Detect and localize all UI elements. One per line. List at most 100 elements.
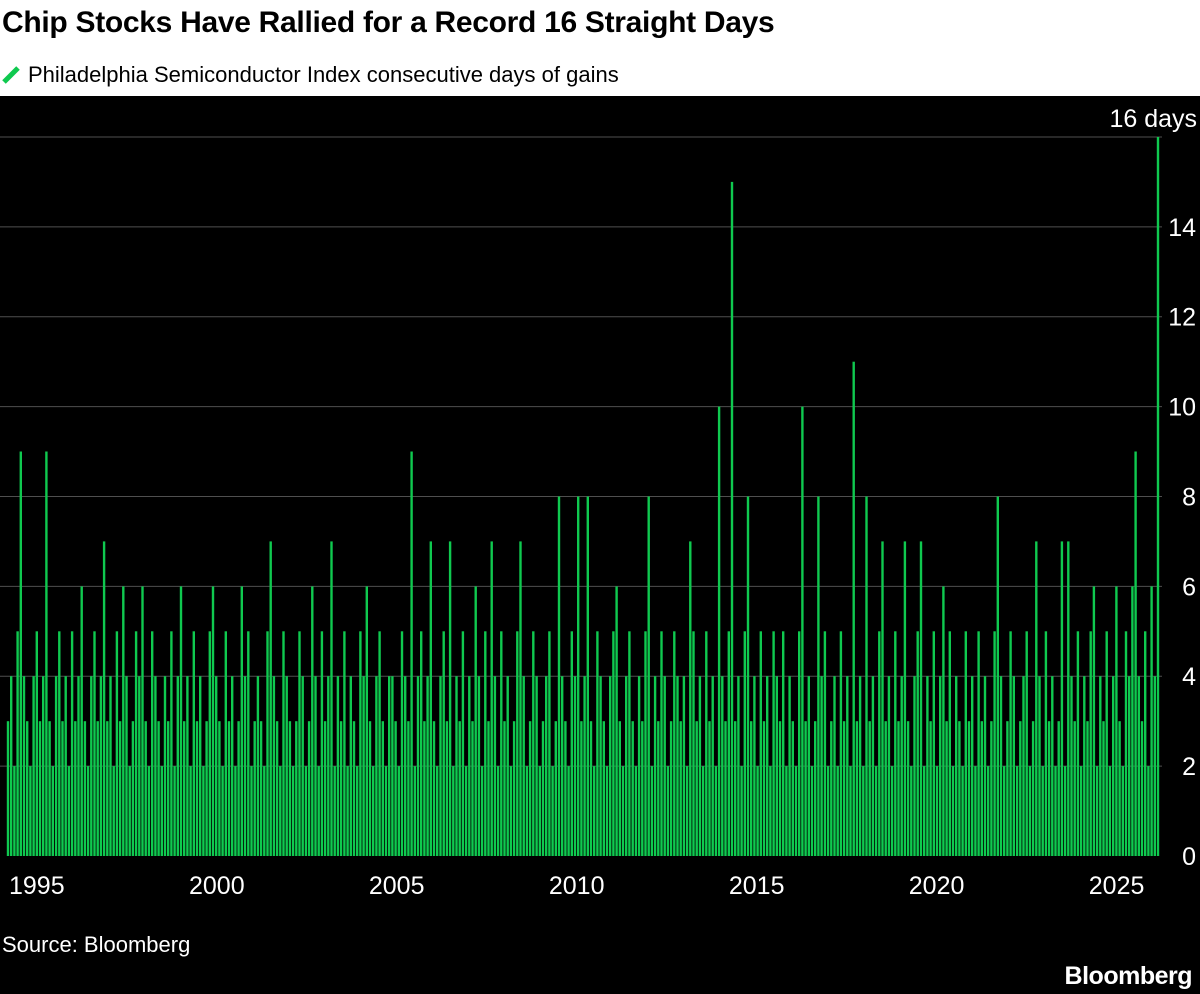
bar [1019,721,1022,856]
bar [179,586,183,856]
bar [1128,676,1131,856]
bar [612,631,615,856]
bar [423,721,426,856]
bar [439,676,442,856]
bar [477,676,481,856]
bar [134,631,138,856]
bar [804,721,807,856]
bar [144,721,147,856]
bar [45,451,48,856]
bar [583,676,586,856]
bar [1144,631,1147,856]
bar [42,676,45,856]
bar [692,631,695,856]
bar [1140,721,1144,856]
bar [356,766,359,856]
bar [404,676,407,856]
bar [394,721,397,856]
bar [1153,676,1156,856]
bar [945,721,948,856]
bar [708,721,711,856]
bar [698,676,702,856]
y-tick-label: 10 [1168,394,1196,422]
bar [167,721,170,856]
bar [22,676,26,856]
bar [1047,721,1051,856]
bar [842,721,846,856]
bar [118,721,122,856]
bar [471,721,474,856]
bar [1070,676,1073,856]
bar [247,631,250,856]
bar [605,766,609,856]
bar [1079,766,1083,856]
bar [734,721,737,856]
bar [464,766,468,856]
bar [615,586,618,856]
bar [1073,721,1076,856]
bar [932,631,935,856]
y-tick-label: 14 [1168,214,1196,242]
bar [621,766,625,856]
bar [54,676,58,856]
bar [215,676,218,856]
bar [266,631,269,856]
legend: Philadelphia Semiconductor Index consecu… [2,62,619,88]
bar [935,766,939,856]
bar [452,766,455,856]
bar [894,631,897,856]
legend-slash-icon [2,66,20,84]
bar [599,676,602,856]
bar [484,631,487,856]
bar [653,676,657,856]
bar [1115,586,1118,856]
bar [512,721,516,856]
bar [151,631,154,856]
bar [314,676,317,856]
bar [807,676,810,856]
x-tick-label: 2015 [729,872,785,900]
bar [320,631,324,856]
bar [685,766,689,856]
source-note: Source: Bloomberg [2,932,191,957]
bar [724,721,727,856]
bar [791,721,794,856]
bar [1025,631,1028,856]
bar [1112,676,1115,856]
bar [839,631,843,856]
bar [112,766,115,856]
bar [359,631,362,856]
bar [602,721,605,856]
legend-label: Philadelphia Semiconductor Index consecu… [28,62,619,87]
bar [275,721,279,856]
bar [80,586,83,856]
bar [561,676,564,856]
bar [384,766,388,856]
bar [346,766,349,856]
bar [1076,631,1080,856]
bar [195,721,199,856]
bar [253,721,256,856]
bar [109,676,112,856]
bar [1121,766,1124,856]
bar [884,721,887,856]
bar [138,676,141,856]
bar [131,721,135,856]
bar [721,676,724,856]
bar [487,721,490,856]
bar [480,766,484,856]
bar [51,766,54,856]
bar [705,631,708,856]
bar [1089,631,1092,856]
bar [416,676,420,856]
bar [1134,451,1137,856]
bar [48,721,51,856]
bar [750,721,753,856]
bar [272,676,276,856]
bar [858,676,862,856]
bar [288,721,292,856]
y-tick-label: 4 [1182,663,1196,691]
bar [628,631,631,856]
bar [35,631,38,856]
bar [820,676,823,856]
